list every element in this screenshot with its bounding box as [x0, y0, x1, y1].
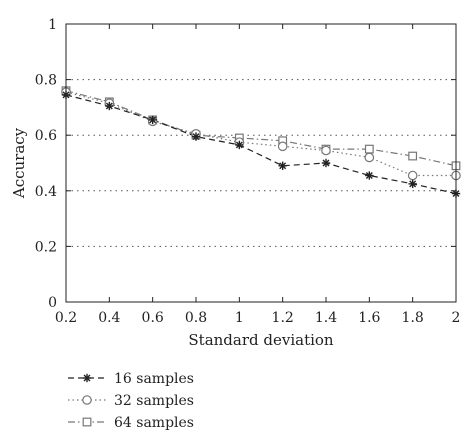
x-tick-label: 0.6	[142, 310, 164, 326]
data-point-s1-5	[277, 141, 288, 152]
data-point-s0-8	[408, 179, 417, 189]
legend-marker	[82, 373, 92, 383]
data-point-s0-6	[321, 158, 331, 168]
legend-marker	[82, 417, 92, 427]
series-line-0	[65, 94, 457, 195]
x-tick-label: 1.6	[358, 310, 380, 326]
y-tick-label: 0.6	[35, 128, 57, 144]
legend-marker	[82, 395, 92, 405]
plot-area-frame	[65, 23, 457, 303]
x-tick-label: 0.2	[55, 310, 77, 326]
data-point-s0-5	[278, 161, 287, 170]
x-tick-label: 0.4	[98, 310, 120, 326]
legend-label: 16 samples	[114, 371, 194, 387]
data-point-s2-8	[408, 151, 418, 161]
x-tick-label: 1	[235, 310, 244, 326]
data-point-s1-7	[364, 152, 375, 163]
legend-entry: 32 samples	[68, 393, 194, 409]
data-point-s1-8	[407, 170, 418, 181]
x-tick-label: 1.2	[272, 310, 294, 326]
x-axis-label: Standard deviation	[188, 331, 334, 349]
y-tick-label: 1	[48, 17, 57, 33]
data-point-s1-6	[321, 145, 331, 156]
y-tick-label: 0.4	[35, 184, 57, 200]
gridlines	[66, 79, 456, 247]
legend-entry: 16 samples	[68, 371, 194, 387]
y-tick-label: 0.8	[35, 73, 57, 89]
legend-label: 32 samples	[114, 393, 194, 409]
series-line-1	[65, 91, 456, 177]
x-tick-label: 2	[452, 310, 461, 326]
y-tick-label: 0.2	[35, 239, 57, 255]
axis-ticks: 0.2 0.4 0.6 0.8 1 1.2 1.4 1.6 1.8 200.20.40.60.81	[35, 17, 461, 326]
x-tick-label: 0.8	[185, 310, 207, 326]
x-tick-label: 1.8	[402, 310, 424, 326]
x-tick-label: 1.4	[315, 310, 337, 326]
data-point-s0-4	[235, 140, 244, 150]
legend-entry: 64 samples	[68, 415, 194, 431]
data-point-s0-2	[148, 115, 157, 125]
series-line-2	[65, 90, 457, 167]
data-point-s0-1	[105, 101, 114, 111]
data-point-s0-3	[191, 132, 201, 141]
data-point-s2-7	[364, 144, 374, 154]
y-axis-label: Accuracy	[10, 127, 28, 199]
data-point-s0-7	[365, 171, 374, 180]
legend: 16 samples 32 samples 64 samples	[68, 371, 194, 431]
legend-label: 64 samples	[114, 415, 194, 431]
series-lines	[61, 86, 461, 198]
y-tick-label: 0	[48, 295, 57, 311]
